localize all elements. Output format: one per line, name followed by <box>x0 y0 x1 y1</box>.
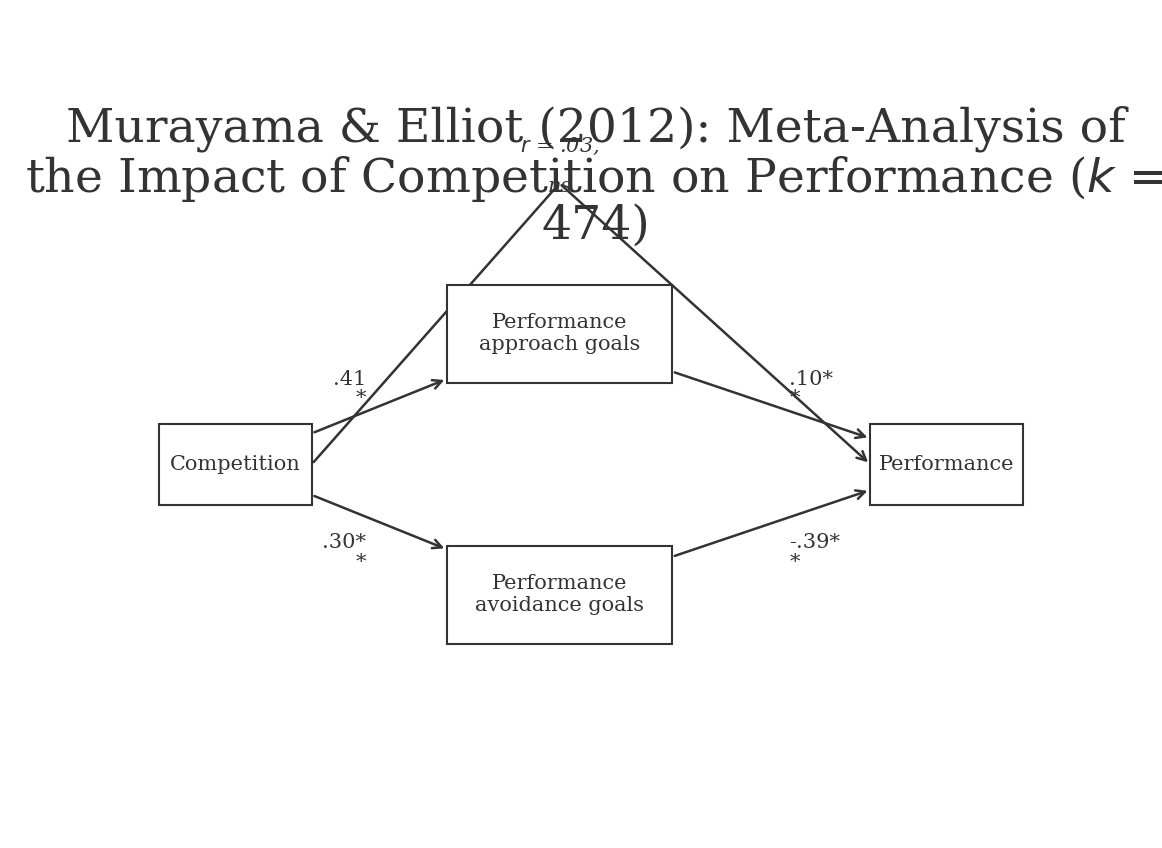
FancyBboxPatch shape <box>870 424 1024 505</box>
Text: *: * <box>356 389 366 409</box>
Text: Performance: Performance <box>878 455 1014 474</box>
Text: *: * <box>789 389 799 409</box>
FancyBboxPatch shape <box>159 424 311 505</box>
Text: .10*: .10* <box>789 370 833 388</box>
Text: 474): 474) <box>541 203 650 248</box>
FancyBboxPatch shape <box>447 285 672 382</box>
Text: Performance
approach goals: Performance approach goals <box>479 313 640 354</box>
Text: .30*: .30* <box>322 533 366 552</box>
Text: *: * <box>356 553 366 572</box>
Text: Murayama & Elliot (2012): Meta-Analysis of: Murayama & Elliot (2012): Meta-Analysis … <box>66 105 1125 152</box>
Text: Competition: Competition <box>170 455 301 474</box>
Text: -.39*: -.39* <box>789 533 840 552</box>
Text: $r$ = .03,: $r$ = .03, <box>519 136 600 157</box>
Text: .41: .41 <box>332 370 366 388</box>
Text: ns: ns <box>547 177 572 196</box>
Text: the Impact of Competition on Performance ($k$ =: the Impact of Competition on Performance… <box>26 154 1162 204</box>
Text: Performance
avoidance goals: Performance avoidance goals <box>475 574 644 616</box>
Text: *: * <box>789 553 799 572</box>
FancyBboxPatch shape <box>447 546 672 644</box>
